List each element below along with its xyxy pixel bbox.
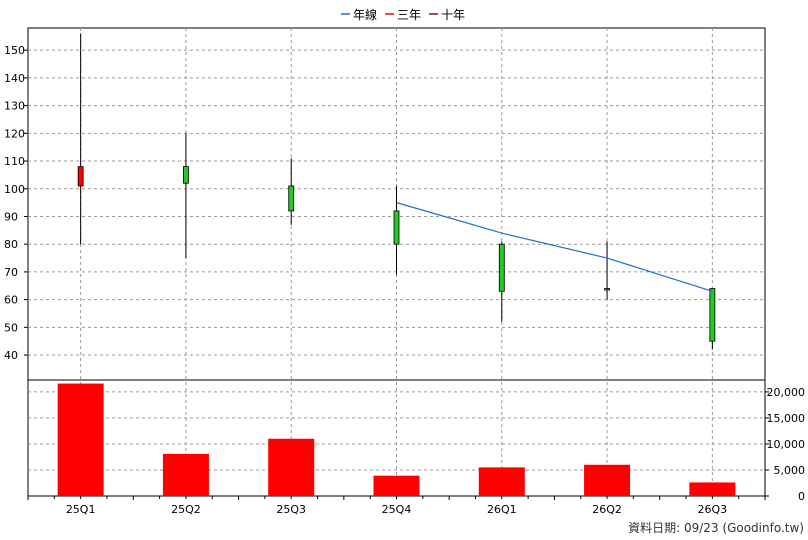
volume-bar	[689, 482, 736, 496]
price-tick-label: 120	[4, 127, 25, 140]
volume-tick-label: 5,000	[774, 464, 806, 477]
legend-label: 年線	[353, 7, 377, 22]
x-tick-label: 26Q1	[487, 503, 517, 516]
candle-body	[183, 166, 189, 184]
x-tick-label: 25Q4	[382, 503, 412, 516]
price-tick-label: 50	[4, 321, 18, 334]
candle-body	[77, 166, 84, 187]
volume-bar	[268, 438, 315, 496]
volume-panel: 0 5,000 10,000 15,000 20,000	[27, 379, 806, 503]
x-tick-label: 25Q3	[276, 503, 306, 516]
candle-body	[393, 210, 400, 245]
volume-bar	[57, 383, 104, 496]
price-tick-label: 140	[4, 72, 25, 85]
price-tick-label: 40	[4, 349, 18, 362]
price-tick-label: 60	[4, 294, 18, 307]
x-tick-label: 26Q3	[698, 503, 728, 516]
volume-bar	[373, 475, 420, 496]
ma-line-年線	[396, 202, 713, 292]
volume-tick-label: 10,000	[767, 438, 806, 451]
legend-label: 十年	[441, 8, 465, 22]
x-tick-label: 25Q2	[171, 503, 201, 516]
price-panel: 40 50 60 70 80 90 100 110 120 130 140 150	[4, 27, 766, 496]
volume-bar	[584, 464, 631, 496]
price-tick-label: 150	[4, 44, 25, 57]
volume-tick-label: 0	[798, 490, 805, 503]
price-tick-label: 90	[4, 210, 18, 223]
legend-label: 三年	[397, 8, 421, 22]
candle-body	[288, 185, 295, 212]
volume-bar	[478, 467, 525, 496]
volume-bar	[162, 453, 209, 496]
candle-body	[498, 243, 505, 292]
price-tick-label: 130	[4, 100, 25, 113]
volume-tick-label: 15,000	[767, 412, 806, 425]
price-tick-label: 80	[4, 238, 18, 251]
x-tick-label: 25Q1	[66, 503, 96, 516]
footer-source-text: 資料日期: 09/23 (Goodinfo.tw)	[628, 521, 804, 535]
candle-body	[604, 288, 610, 291]
price-tick-label: 70	[4, 266, 18, 279]
x-axis: 25Q1 25Q2 25Q3 25Q4 26Q1 26Q2 26Q3	[27, 496, 766, 516]
candle-body	[709, 288, 716, 342]
x-tick-label: 26Q2	[592, 503, 622, 516]
volume-tick-label: 20,000	[767, 386, 806, 399]
price-tick-label: 110	[4, 155, 25, 168]
price-tick-label: 100	[4, 183, 25, 196]
chart-legend: 年線 三年 十年	[341, 7, 465, 22]
